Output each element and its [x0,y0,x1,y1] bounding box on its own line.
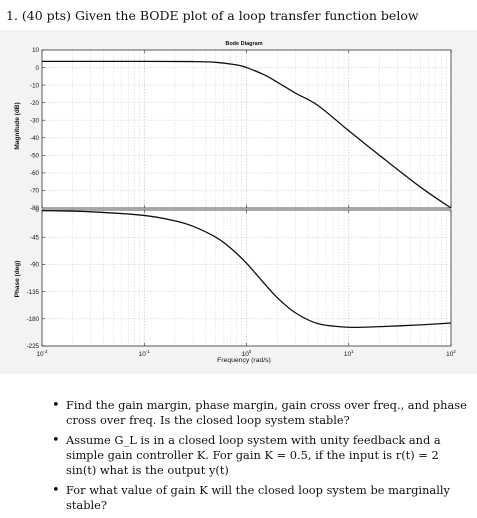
magnitude-tick-label: 0 [36,65,40,72]
phase-tick-label: -225 [27,343,40,350]
magnitude-tick-label: -80 [30,205,40,212]
phase-tick-label: -45 [30,234,40,241]
bullet-text: Find the gain margin, phase margin, gain… [66,398,467,427]
magnitude-tick-label: -50 [30,153,40,160]
phase-tick-label: 0 [36,207,40,214]
frequency-tick-label: 101 [344,349,354,358]
frequency-tick-label: 10-1 [139,349,151,358]
bullet-closed-loop-output: Assume G_L is in a closed loop system wi… [50,433,470,478]
frequency-tick-label: 100 [242,349,252,358]
magnitude-tick-label: -30 [30,117,40,124]
question-heading: 1. (40 pts) Given the BODE plot of a loo… [6,8,419,23]
phase-tick-label: -180 [27,316,40,323]
magnitude-tick-label: -10 [30,82,40,89]
question-list: Find the gain margin, phase margin, gain… [50,398,470,518]
magnitude-tick-label: -60 [30,170,40,177]
bode-figure: 10 0 -10 -20 -30 -40 -50 -60 -70 -80 0 -45 -90 -135-… [0,30,477,374]
magnitude-tick-label: -70 [30,188,40,195]
phase-tick-label: -90 [30,262,40,269]
bullet-text: For what value of gain K will the closed… [66,483,450,512]
frequency-axis-label: Frequency (rad/s) [217,357,271,364]
bullet-gain-margin: Find the gain margin, phase margin, gain… [50,398,470,428]
magnitude-curve [41,60,452,209]
frequency-tick-label: 102 [446,349,456,358]
magnitude-axes: 10 0 -10 -20 -30 -40 -50 -60 -70 -80 [30,47,452,212]
phase-axis-label: Phase (deg) [14,261,21,298]
frequency-tick-label: 10-2 [36,349,48,358]
bullet-text: Assume G_L is in a closed loop system wi… [66,433,441,477]
phase-plot-area [42,210,451,346]
magnitude-axis-label: Magnitude (dB) [14,102,21,149]
phase-tick-label: -135 [27,289,40,296]
magnitude-axes-frame [41,49,452,209]
magnitude-tick-label: 10 [32,47,39,54]
phase-axes-frame [41,209,452,347]
bode-plot: 100-10-20-30-40-50-60-70-80 0-45-90-135-… [14,41,457,364]
chart-title: Bode Diagram [225,41,262,47]
phase-curve [41,209,452,329]
magnitude-tick-label: -40 [30,135,40,142]
magnitude-tick-label: -20 [30,100,40,107]
bullet-marginal-stability: For what value of gain K will the closed… [50,483,470,513]
